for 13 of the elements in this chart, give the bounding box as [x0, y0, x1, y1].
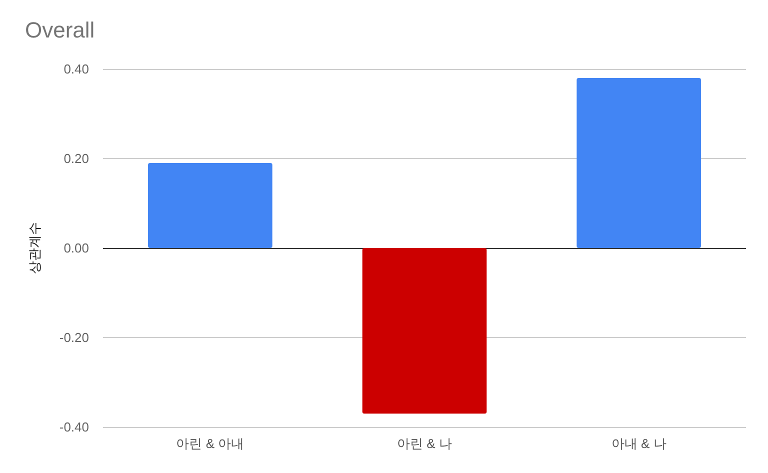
- bar: [362, 248, 487, 414]
- x-tick-label: 아내 & 나: [611, 436, 666, 451]
- y-tick-label: 0.40: [64, 62, 89, 76]
- y-tick-label: -0.20: [59, 330, 89, 345]
- y-tick-label: -0.40: [59, 420, 89, 434]
- y-axis-title: 상관계수: [27, 222, 42, 274]
- x-tick-label: 아린 & 아내: [176, 436, 244, 451]
- bar: [148, 162, 272, 248]
- bar: [576, 78, 701, 248]
- y-tick-label: 0.00: [64, 240, 89, 256]
- y-tick-label: 0.20: [64, 151, 89, 166]
- chart-title: Overall: [25, 18, 95, 42]
- x-tick-label: 아린 & 나: [397, 436, 452, 451]
